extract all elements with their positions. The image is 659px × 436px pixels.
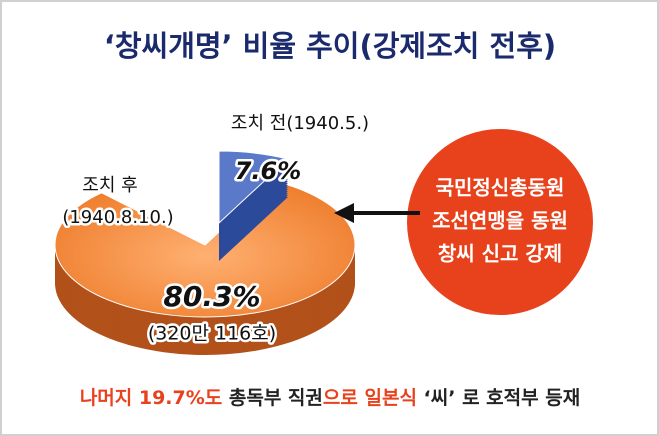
footnote-part: 나머지 19.7%도 (80, 387, 222, 409)
callout-circle (403, 125, 597, 319)
callout-line: 국민정신총동원 (436, 176, 565, 200)
footnote-part: 으로 일본식 (323, 387, 417, 409)
slice-label: (1940.8.10.) (62, 207, 173, 228)
pie (54, 150, 356, 355)
pie-slice (218, 150, 289, 225)
footnote-part: ‘씨’ 로 호적부 등재 (417, 387, 580, 409)
callout-line: 창씨 신고 강제 (438, 242, 562, 266)
value-label: 7.6% (235, 157, 302, 185)
slice-label: 조치 전(1940.5.) (231, 113, 369, 134)
value-label: 80.3% (163, 280, 260, 313)
footnote-part: 총독부 직권 (222, 387, 323, 409)
slice-label: 조치 후 (82, 175, 137, 196)
annotation: (320만 116호) (148, 323, 276, 345)
footnote: 나머지 19.7%도 총독부 직권으로 일본식 ‘씨’ 로 호적부 등재 (80, 387, 580, 409)
callout-line: 조선연맹을 동원 (432, 209, 568, 233)
chart-title: ‘창씨개명’ 비율 추이(강제조치 전후) (104, 29, 556, 63)
